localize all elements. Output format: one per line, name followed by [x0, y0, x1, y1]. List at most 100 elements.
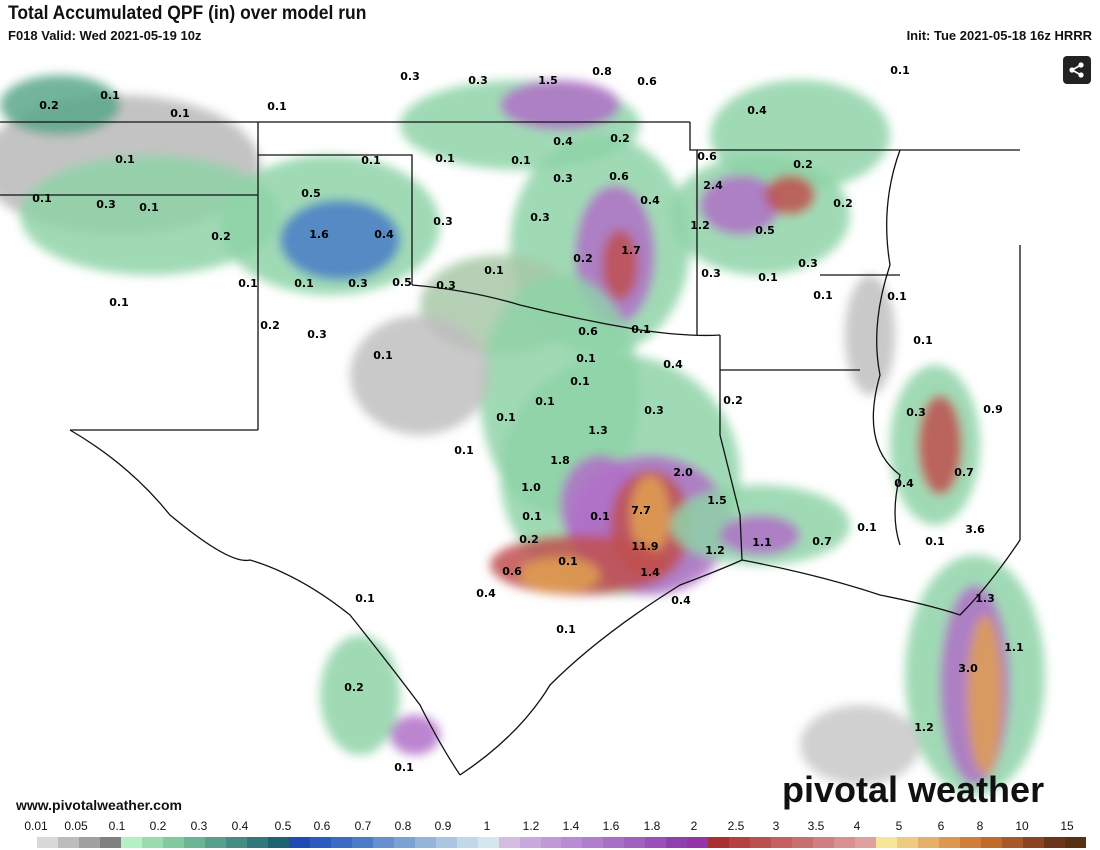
qpf-label: 1.2 [690, 219, 710, 232]
colorbar-tick: 0.01 [24, 819, 48, 833]
share-button[interactable] [1063, 56, 1091, 84]
qpf-label: 0.6 [609, 170, 629, 183]
qpf-label: 0.1 [454, 444, 474, 457]
qpf-label: 0.6 [637, 75, 657, 88]
colorbar-tick: 2 [690, 819, 698, 833]
qpf-label: 0.5 [301, 187, 321, 200]
colorbar-tick: 1.4 [562, 819, 580, 833]
qpf-label: 0.1 [115, 153, 135, 166]
colorbar-swatch [330, 837, 353, 848]
colorbar-swatch [561, 837, 583, 848]
colorbar-swatch [645, 837, 667, 848]
qpf-label: 0.4 [671, 594, 691, 607]
colorbar-tick: 0.2 [149, 819, 167, 833]
qpf-label: 0.3 [798, 257, 818, 270]
qpf-label: 0.1 [294, 277, 314, 290]
qpf-label: 0.2 [610, 132, 630, 145]
qpf-label: 0.1 [758, 271, 778, 284]
qpf-label: 0.4 [663, 358, 683, 371]
colorbar-tick: 1.8 [643, 819, 661, 833]
colorbar-swatch [309, 837, 332, 848]
border-line [411, 284, 721, 337]
colorbar-swatch [708, 837, 730, 848]
qpf-label: 0.3 [530, 211, 550, 224]
qpf-label: 0.3 [400, 70, 420, 83]
colorbar-swatch [414, 837, 437, 848]
precip-area [800, 705, 920, 785]
colorbar-swatch [246, 837, 269, 848]
colorbar-tick: 0.5 [274, 819, 292, 833]
qpf-label: 0.1 [109, 296, 129, 309]
qpf-label: 0.6 [502, 565, 522, 578]
qpf-label: 0.1 [511, 154, 531, 167]
colorbar-swatch [1002, 837, 1024, 848]
qpf-label: 0.2 [39, 99, 59, 112]
colorbar-legend: 0.01 0.05 0.1 0.2 0.3 0.4 0.5 0.6 0.7 0.8 0.9 1 1.2 1… [0, 815, 1100, 850]
qpf-label: 0.1 [576, 352, 596, 365]
precip-area [602, 230, 638, 300]
qpf-label: 0.6 [697, 150, 717, 163]
colorbar-swatch [435, 837, 458, 848]
border-line [258, 154, 413, 285]
colorbar-swatch [855, 837, 877, 848]
qpf-label: 0.2 [833, 197, 853, 210]
precip-area [765, 175, 815, 215]
colorbar-tick: 0.7 [354, 819, 372, 833]
colorbar-tick: 4 [853, 819, 861, 833]
qpf-label: 1.5 [707, 494, 727, 507]
colorbar-swatch [519, 837, 541, 848]
colorbar-swatch [981, 837, 1003, 848]
state-borders [0, 121, 1021, 776]
qpf-label: 0.1 [570, 375, 590, 388]
colorbar-swatch [603, 837, 625, 848]
qpf-label: 1.3 [588, 424, 608, 437]
colorbar-swatch [729, 837, 751, 848]
colorbar-swatch [16, 837, 38, 848]
precip-area [967, 615, 1003, 775]
share-icon [1069, 62, 1084, 78]
colorbar-tick: 0.9 [434, 819, 452, 833]
precipitation-map[interactable]: 0.3 0.3 1.5 0.8 0.6 0.1 0.2 0.1 0.1 0.1 0.4 0.4 0.2 0… [0, 45, 1100, 815]
colorbar-swatch [162, 837, 185, 848]
colorbar-tick: 0.4 [231, 819, 249, 833]
qpf-label: 0.2 [260, 319, 280, 332]
colorbar-tick: 10 [1015, 819, 1029, 833]
colorbar-tick: 6 [937, 819, 945, 833]
qpf-label: 2.4 [703, 179, 723, 192]
qpf-label: 2.0 [673, 466, 693, 479]
colorbar-swatch [78, 837, 101, 848]
colorbar-swatch [267, 837, 290, 848]
qpf-label: 0.2 [344, 681, 364, 694]
colorbar-swatch [666, 837, 688, 848]
qpf-label: 3.0 [958, 662, 978, 675]
qpf-label: 0.4 [553, 135, 573, 148]
qpf-label: 0.5 [755, 224, 775, 237]
footer-url[interactable]: www.pivotalweather.com [16, 797, 182, 813]
qpf-label: 1.7 [621, 244, 641, 257]
colorbar-tick: 0.05 [64, 819, 88, 833]
init-time: Init: Tue 2021-05-18 16z HRRR [906, 28, 1092, 43]
colorbar-swatch [540, 837, 562, 848]
qpf-label: 0.1 [100, 89, 120, 102]
colorbar-tick: 3 [772, 819, 780, 833]
colorbar-swatch [1023, 837, 1045, 848]
qpf-label: 0.3 [701, 267, 721, 280]
qpf-label: 1.5 [538, 74, 558, 87]
colorbar-tick: 0.3 [190, 819, 208, 833]
qpf-label: 3.6 [965, 523, 985, 536]
colorbar-tick: 8 [976, 819, 984, 833]
qpf-label: 0.1 [435, 152, 455, 165]
precip-area [350, 315, 490, 435]
qpf-label: 0.4 [640, 194, 660, 207]
header: Total Accumulated QPF (in) over model ru… [0, 0, 1100, 45]
precip-area [720, 515, 800, 555]
colorbar-tick: 15 [1060, 819, 1074, 833]
qpf-label: 0.3 [553, 172, 573, 185]
colorbar-tick: 3.5 [807, 819, 825, 833]
qpf-label: 0.1 [556, 623, 576, 636]
map-title: Total Accumulated QPF (in) over model ru… [8, 3, 367, 24]
precip-area [918, 395, 962, 495]
qpf-label: 0.3 [644, 404, 664, 417]
qpf-label: 0.3 [348, 277, 368, 290]
qpf-label: 0.2 [519, 533, 539, 546]
